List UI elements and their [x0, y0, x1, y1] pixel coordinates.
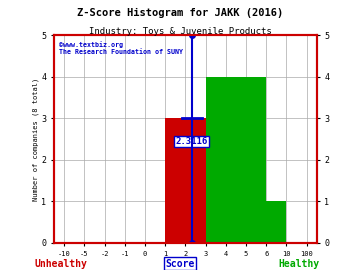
- Text: Unhealthy: Unhealthy: [35, 259, 87, 269]
- Bar: [206, 77, 266, 243]
- Bar: [165, 118, 206, 243]
- Text: Z-Score Histogram for JAKK (2016): Z-Score Histogram for JAKK (2016): [77, 8, 283, 18]
- Text: Score: Score: [165, 259, 195, 269]
- Text: Industry: Toys & Juvenile Products: Industry: Toys & Juvenile Products: [89, 27, 271, 36]
- Bar: [266, 201, 287, 243]
- Y-axis label: Number of companies (8 total): Number of companies (8 total): [32, 77, 39, 201]
- Text: 2.3116: 2.3116: [176, 137, 208, 146]
- Text: ©www.textbiz.org
The Research Foundation of SUNY: ©www.textbiz.org The Research Foundation…: [59, 41, 183, 55]
- Text: Healthy: Healthy: [278, 259, 319, 269]
